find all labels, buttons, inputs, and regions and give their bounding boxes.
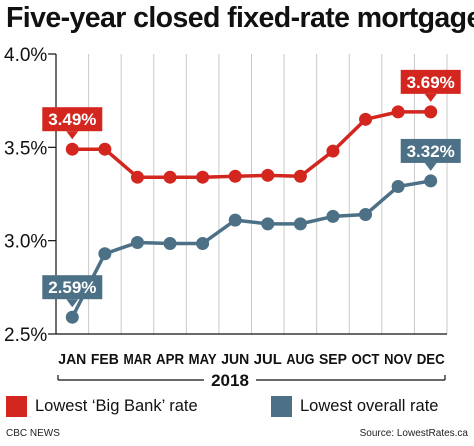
callout-label-big-bank-jan: 3.49% bbox=[48, 110, 96, 129]
y-tick-label-2: 3.5% bbox=[4, 138, 47, 159]
x-tick-label-sep: SEP bbox=[319, 351, 347, 368]
data-point-big-bank-jun bbox=[228, 169, 242, 183]
data-point-overall-mar bbox=[130, 236, 144, 250]
callout-box-big-bank-jan bbox=[42, 107, 103, 132]
y-tick-label-1: 3.0% bbox=[4, 232, 47, 253]
data-point-overall-jan bbox=[65, 310, 79, 324]
callout-box-overall-dec bbox=[400, 138, 461, 163]
data-point-overall-apr bbox=[163, 236, 177, 250]
x-tick-label-nov: NOV bbox=[384, 351, 412, 368]
legend-item-big-bank: Lowest ‘Big Bank’ rate bbox=[6, 394, 198, 418]
data-point-overall-sep bbox=[326, 209, 340, 223]
data-point-overall-jul bbox=[261, 217, 275, 231]
footer-credit: CBC NEWS bbox=[6, 428, 60, 439]
data-point-overall-nov bbox=[391, 180, 405, 194]
x-tick-label-mar: MAR bbox=[123, 351, 151, 368]
data-point-big-bank-nov bbox=[391, 105, 405, 119]
data-point-big-bank-feb bbox=[98, 142, 112, 156]
data-point-big-bank-sep bbox=[326, 144, 340, 158]
data-point-big-bank-jan bbox=[65, 142, 79, 156]
callout-pointer-big-bank-jan bbox=[66, 131, 79, 140]
data-point-overall-dec bbox=[424, 174, 438, 188]
data-point-overall-may bbox=[196, 236, 210, 250]
x-tick-label-dec: DEC bbox=[417, 351, 445, 368]
legend-item-overall: Lowest overall rate bbox=[271, 394, 439, 418]
data-point-big-bank-apr bbox=[163, 170, 177, 184]
data-point-big-bank-dec bbox=[424, 105, 438, 119]
y-tick-label-0: 2.5% bbox=[4, 325, 47, 346]
footer-source: Source: LowestRates.ca bbox=[359, 428, 468, 439]
x-tick-label-jun: JUN bbox=[221, 351, 249, 368]
callout-label-overall-jan: 2.59% bbox=[48, 278, 96, 297]
x-tick-label-apr: APR bbox=[156, 351, 184, 368]
x-tick-label-aug: AUG bbox=[286, 351, 314, 368]
chart-title: Five-year closed fixed-rate mortgage bbox=[6, 2, 474, 34]
y-tick-label-3: 4.0% bbox=[4, 45, 47, 66]
x-tick-label-may: MAY bbox=[189, 351, 217, 368]
data-point-overall-aug bbox=[293, 217, 307, 231]
callout-pointer-overall-jan bbox=[66, 299, 79, 308]
data-point-overall-jun bbox=[228, 213, 242, 227]
callout-label-overall-dec: 3.32% bbox=[407, 142, 455, 161]
x-tick-label-jan: JAN bbox=[58, 351, 86, 368]
data-point-big-bank-jul bbox=[261, 168, 275, 182]
legend-label-big-bank: Lowest ‘Big Bank’ rate bbox=[35, 396, 198, 415]
x-tick-label-jul: JUL bbox=[254, 351, 282, 368]
callout-pointer-big-bank-dec bbox=[424, 93, 437, 102]
callout-box-big-bank-dec bbox=[400, 69, 461, 94]
data-point-overall-oct bbox=[359, 208, 373, 222]
data-point-big-bank-mar bbox=[130, 170, 144, 184]
callout-pointer-overall-dec bbox=[424, 162, 437, 171]
legend-label-overall: Lowest overall rate bbox=[300, 396, 439, 415]
legend-swatch-big-bank bbox=[6, 395, 27, 417]
data-point-big-bank-oct bbox=[359, 112, 373, 126]
legend-swatch-overall bbox=[271, 395, 292, 417]
x-tick-label-oct: OCT bbox=[352, 351, 380, 368]
data-point-overall-feb bbox=[98, 247, 112, 261]
x-axis-year-label: 2018 bbox=[211, 371, 249, 390]
callout-label-big-bank-dec: 3.69% bbox=[407, 73, 455, 92]
x-tick-label-feb: FEB bbox=[91, 351, 119, 368]
data-point-big-bank-may bbox=[196, 170, 210, 184]
callout-box-overall-jan bbox=[42, 275, 103, 300]
data-point-big-bank-aug bbox=[293, 169, 307, 183]
